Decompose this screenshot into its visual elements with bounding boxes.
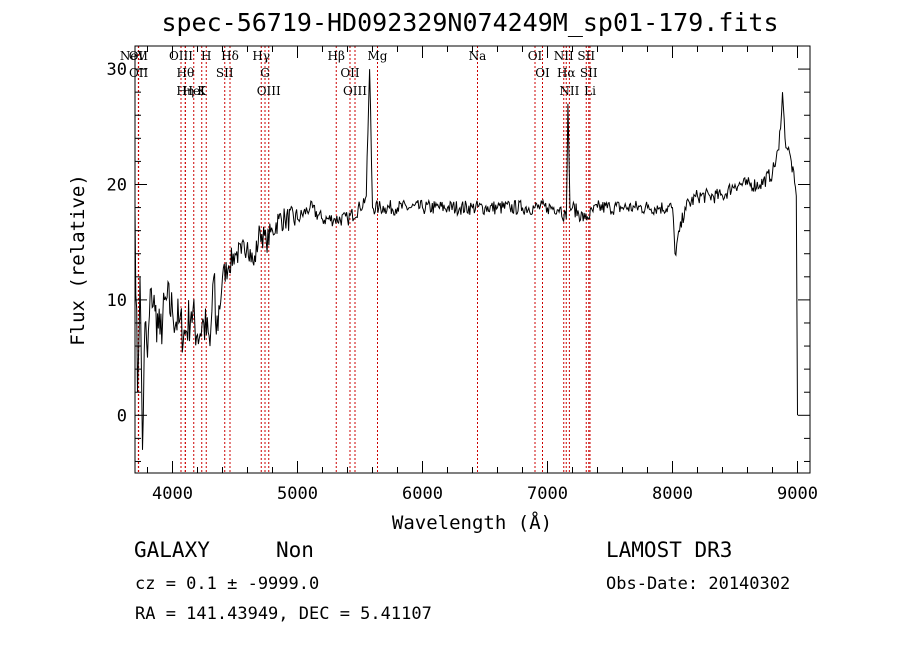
survey-label: LAMOST DR3 <box>606 538 733 562</box>
emission-line-label: NII <box>559 84 579 98</box>
emission-line-label: OIII <box>169 49 193 63</box>
emission-line-label: SII <box>580 66 598 80</box>
emission-line-label: Hδ <box>221 49 239 63</box>
x-tick-label: 6000 <box>402 484 443 504</box>
emission-line-label: OII <box>129 49 149 63</box>
spectrum-series <box>134 69 798 450</box>
emission-line-label: OIII <box>257 84 281 98</box>
y-tick-label: 20 <box>107 175 127 195</box>
emission-line-label: H <box>201 49 211 63</box>
emission-line-label: SII <box>577 49 595 63</box>
emission-line-label: NII <box>554 49 574 63</box>
y-tick-label: 30 <box>107 60 127 80</box>
x-tick-label: 4000 <box>152 484 193 504</box>
emission-line-label: SII <box>216 66 234 80</box>
emission-line-label: Hγ <box>252 49 270 63</box>
emission-line-label: Na <box>469 49 487 63</box>
y-axis-label: Flux (relative) <box>67 174 89 346</box>
emission-line-label: NeV <box>120 49 147 63</box>
emission-line-label: OI <box>535 66 550 80</box>
obs-date: Obs-Date: 20140302 <box>606 574 791 594</box>
emission-line-label: OIII <box>343 84 367 98</box>
emission-line-label: OI <box>528 49 543 63</box>
x-tick-label: 5000 <box>277 484 318 504</box>
emission-line-label: HeI <box>183 84 206 98</box>
emission-line-label: OII <box>129 66 149 80</box>
y-tick-label: 0 <box>117 406 127 426</box>
x-tick-label: 8000 <box>652 484 693 504</box>
y-tick-label: 10 <box>107 291 127 311</box>
emission-line-label: G <box>260 66 270 80</box>
coordinates: RA = 141.43949, DEC = 5.41107 <box>135 604 432 624</box>
emission-line-label: K <box>197 84 207 98</box>
subclass-label: Non <box>276 538 314 562</box>
plot-frame <box>134 45 811 474</box>
spectrum-line <box>134 69 798 450</box>
emission-line-label: Hη <box>176 84 194 98</box>
emission-line-label: Mg <box>368 49 388 63</box>
class-label: GALAXY <box>134 538 210 562</box>
cz-value: cz = 0.1 ± -9999.0 <box>135 574 320 594</box>
chart-title: spec-56719-HD092329N074249M_sp01-179.fit… <box>161 8 779 37</box>
emission-line-label: OII <box>340 66 360 80</box>
emission-line-label: Hθ <box>177 66 195 80</box>
x-axis-label: Wavelength (Å) <box>392 511 552 534</box>
emission-line-label: Li <box>584 84 596 98</box>
axis-ticks: 4000 5000 6000 7000 8000 9000 0 10 20 30 <box>107 45 818 504</box>
emission-line-label: Hβ <box>328 49 345 63</box>
emission-line-markers <box>137 46 591 473</box>
x-tick-label: 7000 <box>527 484 568 504</box>
x-tick-label: 9000 <box>777 484 818 504</box>
emission-line-label: Hα <box>557 66 576 80</box>
